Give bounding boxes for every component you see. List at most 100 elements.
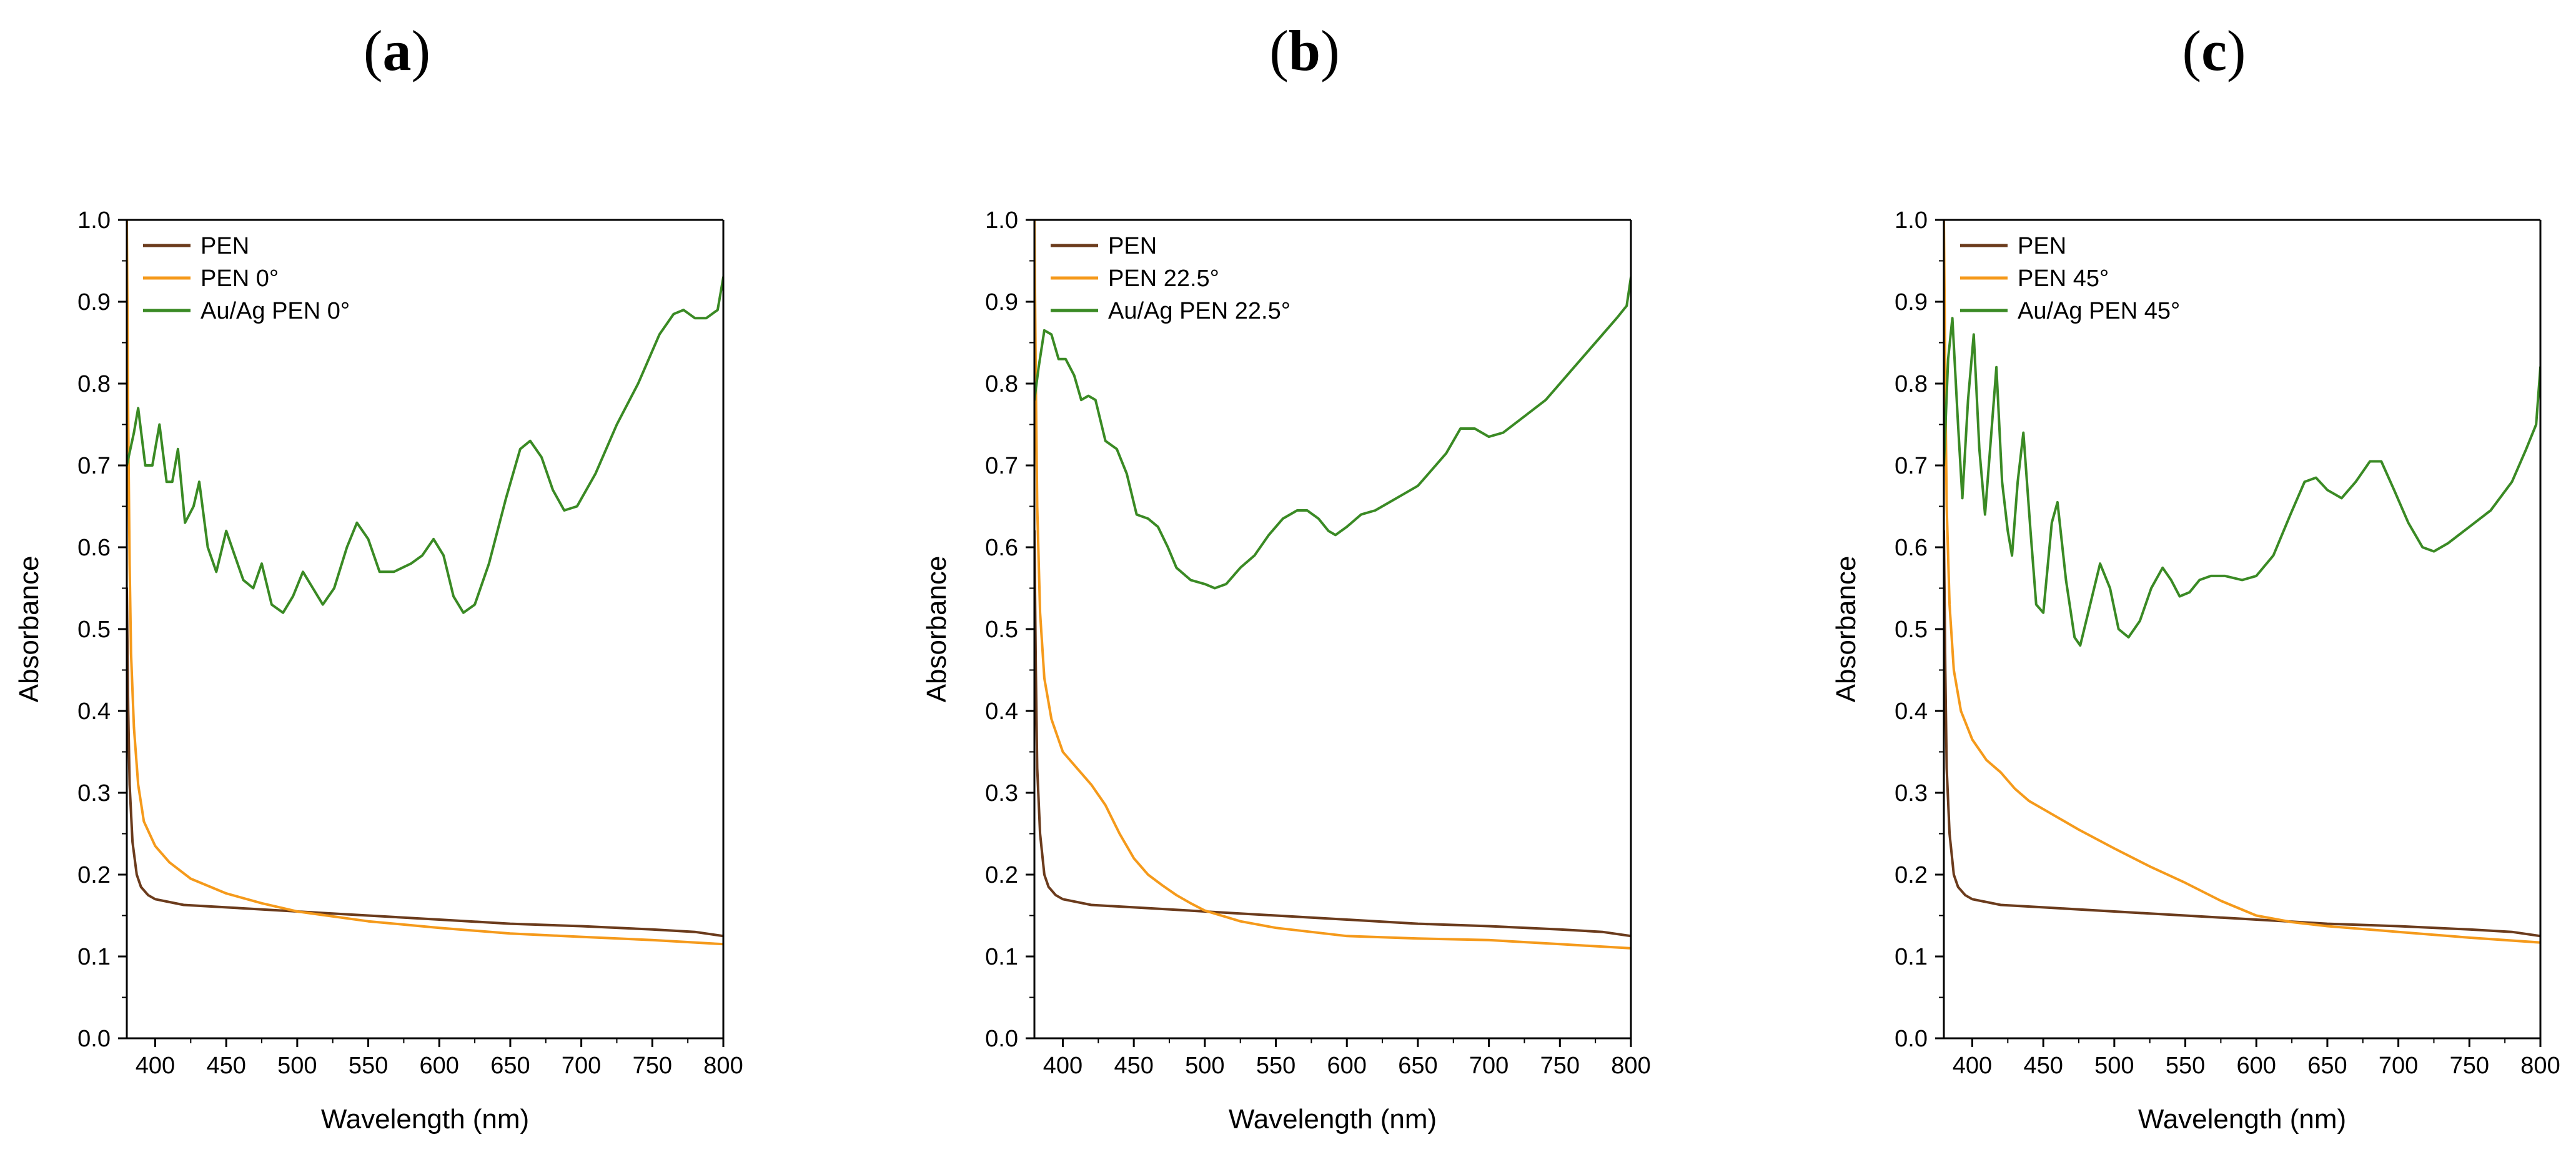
x-tick-label: 400 [1953,1053,1992,1079]
x-axis-title: Wavelength (nm) [2138,1104,2346,1135]
legend-label: PEN 45° [2018,266,2109,292]
x-tick-label: 800 [1611,1053,1650,1079]
panel-label-letter: b [1289,19,1320,82]
panel-label-close: ) [1320,19,1340,82]
panel-label: (c) [2182,19,2246,82]
y-tick-label: 0.3 [985,780,1018,807]
y-tick-label: 0.9 [985,289,1018,315]
x-tick-label: 550 [1256,1053,1295,1079]
y-tick-label: 0.9 [1895,289,1928,315]
y-tick-label: 0.7 [985,453,1018,479]
y-tick-label: 0.6 [985,535,1018,561]
x-tick-label: 800 [703,1053,743,1079]
panel-label-close: ) [2227,19,2246,82]
x-tick-label: 500 [2094,1053,2134,1079]
x-axis-title: Wavelength (nm) [1229,1104,1437,1135]
panel-label-open: ( [2182,19,2201,82]
x-tick-label: 450 [2023,1053,2063,1079]
x-tick-label: 400 [136,1053,175,1079]
y-tick-label: 0.3 [77,780,111,807]
x-tick-label: 550 [349,1053,388,1079]
y-tick-label: 0.1 [985,944,1018,970]
legend: PEN PEN 45° Au/Ag PEN 45° [1960,233,2180,324]
y-tick-label: 0.0 [1895,1026,1928,1052]
y-tick-label: 0.5 [985,617,1018,643]
series-line-3 [1034,276,1631,590]
y-tick-label: 0.2 [1895,862,1928,888]
x-tick-label: 500 [1185,1053,1224,1079]
chart-panel-a: (a) 0.0 0.1 0.2 0.3 0.4 0.5 0.6 0.7 0.8 0.9 1.0 400 4… [14,19,743,1135]
panel-label-open: ( [364,19,383,82]
y-tick-label: 0.5 [77,617,111,643]
y-tick-label: 1.0 [77,207,111,234]
panel-label-open: ( [1269,19,1289,82]
series-line-1 [1034,529,1631,938]
legend-label: PEN 22.5° [1108,266,1219,292]
y-tick-label: 0.8 [985,371,1018,397]
legend: PEN PEN 0° Au/Ag PEN 0° [143,233,350,324]
x-tick-label: 650 [2307,1053,2347,1079]
x-tick-label: 700 [562,1053,601,1079]
x-tick-label: 750 [1540,1053,1580,1079]
legend-label: PEN [1108,233,1157,259]
x-tick-label: 650 [1398,1053,1437,1079]
x-tick-label: 400 [1043,1053,1082,1079]
series-line-3 [1944,317,2540,647]
legend-label: PEN 0° [201,266,279,292]
y-tick-label: 0.7 [77,453,111,479]
series-line-2 [1944,220,2540,944]
panel-label-letter: a [383,19,412,82]
y-tick-label: 0.5 [1895,617,1928,643]
legend-label: Au/Ag PEN 0° [201,298,350,324]
x-tick-label: 600 [420,1053,459,1079]
y-tick-label: 0.8 [1895,371,1928,397]
x-tick-label: 700 [2379,1053,2418,1079]
x-tick-label: 600 [2237,1053,2276,1079]
y-axis-title: Absorbance [14,556,44,703]
chart-panel-b: (b) 0.0 0.1 0.2 0.3 0.4 0.5 0.6 0.7 0.8 0.9 1.0 400 4… [921,19,1651,1135]
x-axis-title: Wavelength (nm) [321,1104,529,1135]
y-tick-label: 0.8 [77,371,111,397]
y-tick-label: 0.4 [985,698,1018,725]
y-axis-title: Absorbance [921,556,952,703]
chart-panel-c: (c) 0.0 0.1 0.2 0.3 0.4 0.5 0.6 0.7 0.8 0.9 1.0 400 4… [1831,19,2560,1135]
x-tick-label: 650 [490,1053,530,1079]
x-tick-label: 450 [1114,1053,1153,1079]
y-tick-label: 1.0 [1895,207,1928,234]
legend-label: PEN [201,233,249,259]
x-tick-label: 750 [633,1053,672,1079]
y-tick-label: 0.9 [77,289,111,315]
x-tick-label: 800 [2520,1053,2560,1079]
y-tick-label: 0.1 [1895,944,1928,970]
x-tick-label: 600 [1327,1053,1367,1079]
y-tick-label: 0.3 [1895,780,1928,807]
x-tick-label: 500 [277,1053,317,1079]
y-tick-label: 0.6 [1895,535,1928,561]
y-tick-label: 0.4 [1895,698,1928,725]
x-tick-label: 750 [2450,1053,2489,1079]
series-line-1 [127,587,723,938]
y-tick-label: 0.6 [77,535,111,561]
y-tick-label: 0.1 [77,944,111,970]
panel-label: (b) [1269,19,1339,82]
y-tick-label: 0.4 [77,698,111,725]
legend-label: Au/Ag PEN 45° [2018,298,2180,324]
y-tick-label: 1.0 [985,207,1018,234]
panel-label-letter: c [2201,19,2227,82]
x-tick-label: 550 [2166,1053,2205,1079]
x-tick-label: 450 [206,1053,245,1079]
y-tick-label: 0.2 [985,862,1018,888]
y-tick-label: 0.0 [985,1026,1018,1052]
y-tick-label: 0.7 [1895,453,1928,479]
y-tick-label: 0.0 [77,1026,111,1052]
x-tick-label: 700 [1469,1053,1508,1079]
series-line-3 [127,276,723,614]
panel-label: (a) [364,19,430,82]
series-line-2 [127,220,723,946]
series-line-1 [1944,529,2540,938]
legend-label: Au/Ag PEN 22.5° [1108,298,1290,324]
y-axis-title: Absorbance [1831,556,1861,703]
